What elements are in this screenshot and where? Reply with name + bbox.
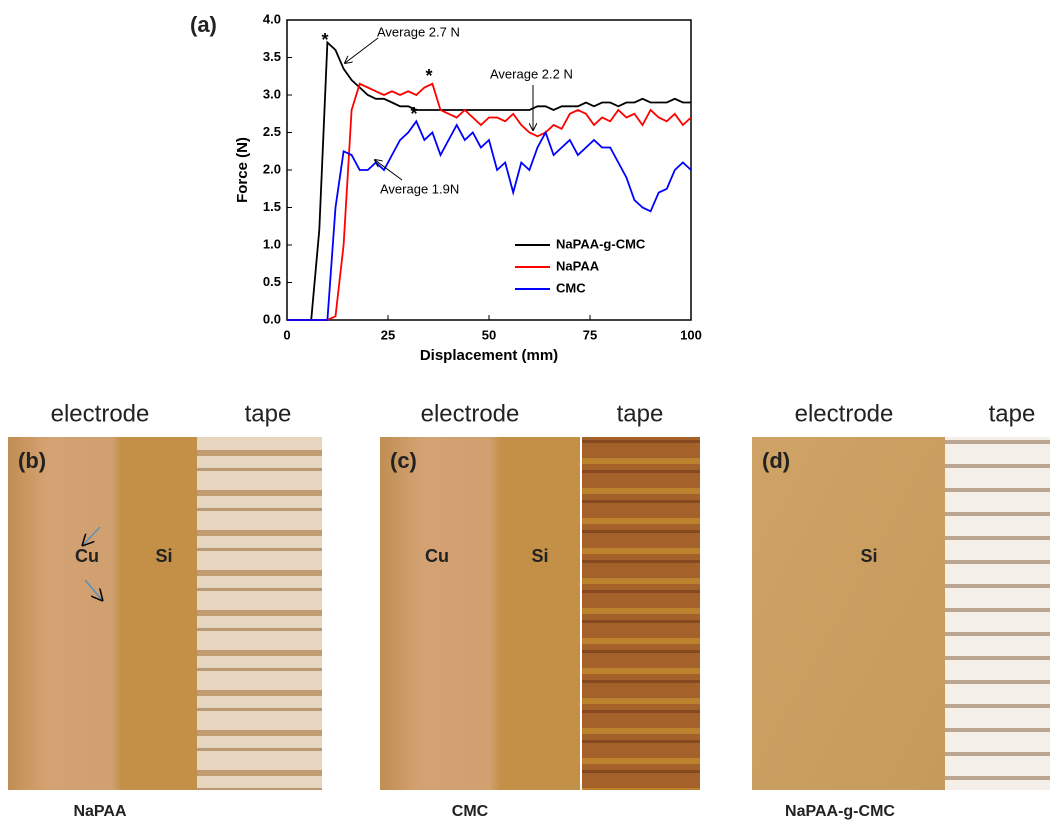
tape-photo bbox=[197, 437, 322, 790]
y-tick-label: 2.5 bbox=[263, 124, 281, 139]
caption: NaPAA-g-CMC bbox=[785, 803, 895, 820]
electrode-photo bbox=[752, 437, 945, 790]
region-label: Cu bbox=[425, 546, 449, 566]
peak-marker: * bbox=[425, 66, 432, 86]
column-header: tape bbox=[989, 400, 1036, 427]
tape-photo bbox=[945, 437, 1050, 790]
x-axis-title: Displacement (mm) bbox=[420, 347, 558, 364]
legend-label: NaPAA bbox=[556, 258, 600, 273]
column-header: electrode bbox=[795, 400, 894, 427]
panel-label: (c) bbox=[390, 448, 417, 473]
y-tick-label: 3.0 bbox=[263, 86, 281, 101]
y-tick-label: 1.5 bbox=[263, 199, 281, 214]
column-header: electrode bbox=[421, 400, 520, 427]
column-header: tape bbox=[245, 400, 292, 427]
tape-photo bbox=[582, 437, 700, 790]
legend-label: CMC bbox=[556, 280, 586, 295]
series-line bbox=[287, 84, 691, 320]
x-tick-label: 50 bbox=[482, 327, 496, 342]
peak-marker: * bbox=[321, 30, 328, 50]
x-tick-label: 75 bbox=[583, 327, 597, 342]
caption: NaPAA bbox=[73, 803, 126, 820]
region-label: Cu bbox=[75, 546, 99, 566]
panel-label: (a) bbox=[190, 12, 217, 37]
electrode-photo bbox=[380, 437, 580, 790]
caption: CMC bbox=[452, 803, 489, 820]
arrow bbox=[345, 38, 378, 63]
figure: 0.0 0.5 1.0 1.5 2.0 2.5 3.0 3.5 4.0 0 25 50 75 100 Dis… bbox=[0, 0, 1053, 823]
y-tick-label: 0.0 bbox=[263, 311, 281, 326]
column-header: tape bbox=[617, 400, 664, 427]
annotation: Average 2.2 N bbox=[490, 66, 573, 81]
y-tick-label: 3.5 bbox=[263, 49, 281, 64]
panel-label: (d) bbox=[762, 448, 790, 473]
electrode-photo bbox=[8, 437, 197, 790]
photos bbox=[8, 437, 1050, 790]
peak-marker: * bbox=[410, 104, 417, 124]
y-tick-label: 4.0 bbox=[263, 11, 281, 26]
column-header: electrode bbox=[51, 400, 150, 427]
y-tick-label: 0.5 bbox=[263, 274, 281, 289]
y-tick-label: 1.0 bbox=[263, 236, 281, 251]
y-axis-title: Force (N) bbox=[234, 137, 251, 203]
region-label: Si bbox=[155, 546, 172, 566]
x-tick-label: 100 bbox=[680, 327, 702, 342]
panel-label: (b) bbox=[18, 448, 46, 473]
x-tick-label: 25 bbox=[381, 327, 395, 342]
region-label: Si bbox=[531, 546, 548, 566]
legend-label: NaPAA-g-CMC bbox=[556, 236, 646, 251]
x-tick-label: 0 bbox=[283, 327, 290, 342]
y-tick-label: 2.0 bbox=[263, 161, 281, 176]
annotation: Average 2.7 N bbox=[377, 24, 460, 39]
annotation: Average 1.9N bbox=[380, 181, 459, 196]
region-label: Si bbox=[860, 546, 877, 566]
series-line bbox=[287, 121, 691, 320]
